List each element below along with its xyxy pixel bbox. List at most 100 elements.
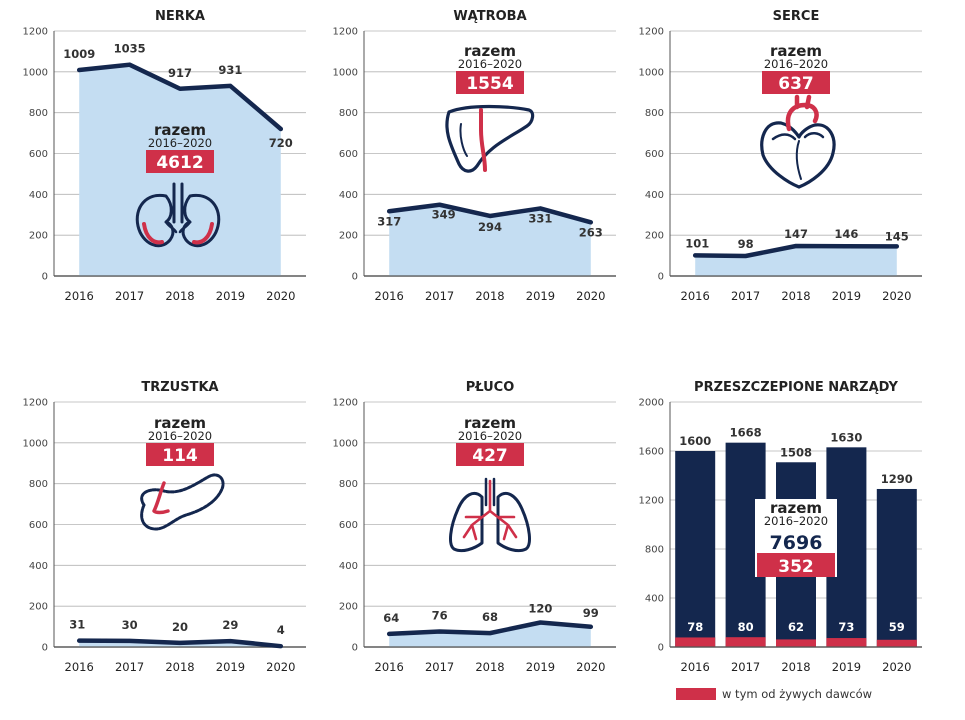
liver-outline (447, 107, 533, 172)
y-tick-label: 1000 (23, 438, 48, 449)
bar-label-living: 73 (838, 620, 854, 634)
y-tick-label: 1000 (333, 67, 358, 78)
x-tick-label: 2020 (576, 289, 605, 303)
heart-septum (797, 141, 801, 179)
heart-outline (762, 123, 834, 187)
chart-title: PŁUCO (466, 380, 515, 395)
y-tick-label: 200 (29, 602, 48, 613)
summary-total: 4612 (156, 153, 203, 173)
summary-period: 2016–2020 (764, 514, 828, 528)
y-tick-label: 0 (42, 643, 48, 654)
data-label: 147 (784, 227, 808, 241)
y-tick-label: 400 (645, 190, 664, 201)
y-tick-label: 800 (339, 108, 358, 119)
data-label: 99 (583, 606, 599, 620)
y-tick-label: 1200 (23, 398, 48, 409)
y-tick-label: 1000 (639, 67, 664, 78)
data-label: 349 (432, 208, 456, 222)
data-label: 294 (478, 220, 502, 234)
bar-label-total: 1668 (730, 426, 762, 440)
y-tick-label: 2000 (639, 398, 664, 409)
data-label: 29 (222, 618, 238, 632)
bar-label-living: 78 (687, 620, 703, 634)
y-tick-label: 1200 (23, 27, 48, 38)
data-label: 76 (432, 608, 448, 622)
liver-lobe-line (460, 124, 467, 156)
x-tick-label: 2019 (832, 660, 861, 674)
summary-total: 7696 (770, 532, 823, 554)
y-tick-label: 600 (29, 149, 48, 160)
summary-total: 637 (778, 74, 814, 94)
summary-total: 1554 (466, 74, 513, 94)
x-tick-label: 2018 (475, 289, 504, 303)
y-tick-label: 600 (339, 520, 358, 531)
bar-label-total: 1600 (679, 434, 711, 448)
data-label: 120 (528, 602, 552, 616)
y-tick-label: 1200 (333, 398, 358, 409)
x-tick-label: 2017 (731, 660, 760, 674)
y-tick-label: 200 (645, 231, 664, 242)
x-tick-label: 2016 (65, 289, 94, 303)
x-tick-label: 2018 (781, 289, 810, 303)
x-tick-label: 2016 (375, 660, 404, 674)
legend-swatch (676, 688, 716, 700)
chart-title: NERKA (155, 9, 205, 24)
summary-period: 2016–2020 (148, 429, 212, 443)
data-label: 101 (685, 236, 709, 250)
chart-6: PRZESZCZEPIONE NARZĄDY040080012001600200… (639, 380, 922, 701)
chart-title: TRZUSTKA (141, 380, 218, 395)
y-tick-label: 1200 (333, 27, 358, 38)
data-label: 20 (172, 620, 188, 634)
chart-title: SERCE (773, 9, 820, 24)
y-tick-label: 1000 (23, 67, 48, 78)
x-tick-label: 2020 (266, 660, 295, 674)
chart-title: WĄTROBA (453, 9, 526, 24)
liver-icon (447, 107, 533, 172)
x-tick-label: 2016 (375, 289, 404, 303)
y-tick-label: 600 (645, 149, 664, 160)
y-tick-label: 800 (645, 108, 664, 119)
summary-total: 114 (162, 446, 198, 466)
y-tick-label: 400 (29, 561, 48, 572)
x-tick-label: 2018 (165, 289, 194, 303)
summary-total: 427 (472, 446, 508, 466)
bar-total (675, 451, 715, 647)
data-label: 30 (122, 618, 138, 632)
y-tick-label: 400 (339, 561, 358, 572)
lungs-icon (451, 479, 530, 551)
y-tick-label: 400 (645, 594, 664, 605)
x-tick-label: 2016 (681, 289, 710, 303)
x-tick-label: 2019 (216, 660, 245, 674)
y-tick-label: 800 (29, 479, 48, 490)
chart-title: PRZESZCZEPIONE NARZĄDY (694, 380, 898, 395)
x-tick-label: 2019 (526, 660, 555, 674)
y-tick-label: 200 (29, 231, 48, 242)
x-tick-label: 2020 (882, 289, 911, 303)
data-label: 146 (834, 227, 858, 241)
y-tick-label: 400 (29, 190, 48, 201)
x-tick-label: 2017 (425, 660, 454, 674)
y-tick-label: 400 (339, 190, 358, 201)
y-tick-label: 200 (339, 602, 358, 613)
y-tick-label: 1200 (639, 496, 664, 507)
x-tick-label: 2018 (475, 660, 504, 674)
data-label: 317 (377, 214, 401, 228)
y-tick-label: 1000 (333, 438, 358, 449)
bar-living (776, 639, 816, 647)
x-tick-label: 2020 (882, 660, 911, 674)
summary-period: 2016–2020 (148, 136, 212, 150)
data-label: 720 (269, 136, 293, 150)
data-label: 98 (738, 237, 754, 251)
y-tick-label: 800 (645, 545, 664, 556)
x-tick-label: 2020 (576, 660, 605, 674)
y-tick-label: 0 (352, 643, 358, 654)
data-label: 68 (482, 610, 498, 624)
y-tick-label: 800 (29, 108, 48, 119)
pancreas-duct (154, 483, 168, 513)
legend-label: w tym od żywych dawców (722, 687, 872, 701)
